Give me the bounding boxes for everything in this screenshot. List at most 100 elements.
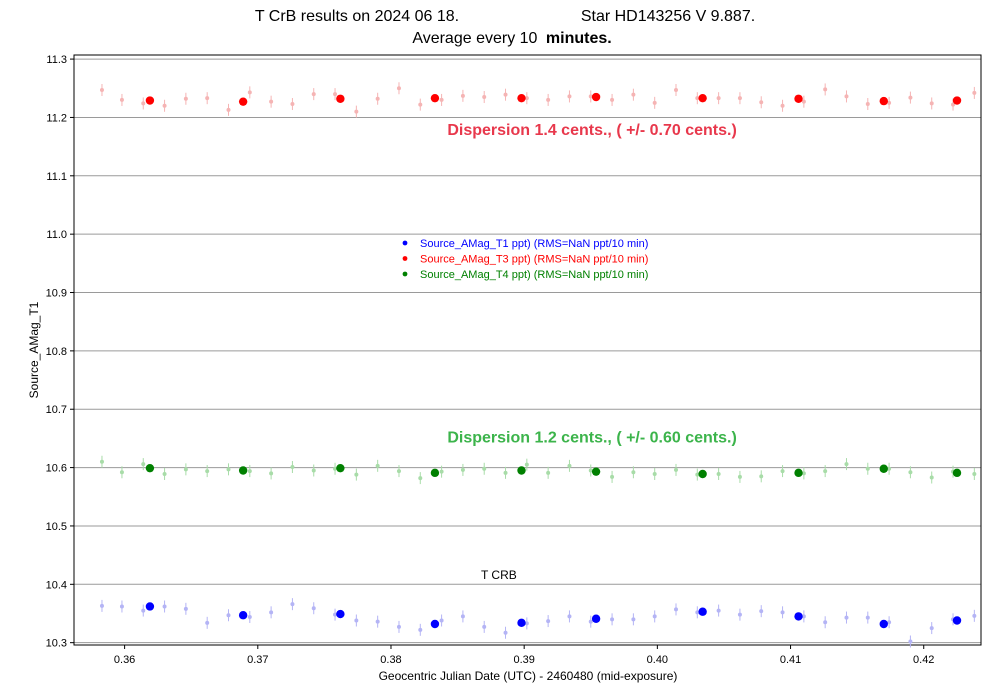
data-point-s2-11 [333, 462, 338, 475]
data-point-s2-10 [311, 464, 316, 477]
plot-frame [73, 54, 982, 646]
point-marker [652, 100, 657, 105]
data-point-s2-41 [972, 468, 977, 481]
data-point-s1-16 [439, 93, 444, 106]
point-marker [951, 102, 956, 107]
data-point-s1-8 [269, 95, 274, 108]
point-marker [99, 603, 104, 608]
data-point-s0-26 [652, 610, 657, 623]
point-marker [780, 103, 785, 108]
data-point-s0-18 [482, 620, 487, 633]
point-marker [674, 88, 679, 93]
point-marker [183, 467, 188, 472]
point-marker [99, 88, 104, 93]
chart-title-line2-text: Average every 10 [412, 30, 537, 47]
point-marker [439, 618, 444, 623]
point-marker [524, 462, 529, 467]
point-marker [205, 469, 210, 474]
point-marker [887, 620, 892, 625]
point-marker [737, 474, 742, 479]
data-point-s1-2 [141, 97, 146, 110]
point-marker [844, 615, 849, 620]
point-marker [801, 471, 806, 476]
average-point-s2-7 [794, 468, 803, 478]
point-marker [141, 608, 146, 613]
data-point-s2-24 [610, 470, 615, 483]
data-point-s2-3 [162, 468, 167, 481]
point-marker [631, 92, 636, 97]
point-marker [439, 97, 444, 102]
data-point-s1-15 [418, 98, 423, 111]
y-tick-label-4: 10.7 [46, 404, 67, 416]
chart-title-line2-bold: minutes. [546, 30, 612, 47]
data-point-s1-30 [737, 92, 742, 105]
data-point-s0-0 [99, 599, 104, 612]
chart-title-line2: Average every 10 minutes. [412, 30, 611, 47]
data-point-s1-7 [247, 86, 252, 99]
data-point-s2-29 [716, 468, 721, 481]
point-marker [716, 472, 721, 477]
point-marker [183, 606, 188, 611]
data-point-s0-21 [546, 615, 551, 628]
point-marker [183, 96, 188, 101]
data-point-s1-14 [396, 82, 401, 95]
point-marker [375, 96, 380, 101]
point-marker [674, 467, 679, 472]
point-marker [759, 100, 764, 105]
point-marker [375, 463, 380, 468]
point-marker [588, 619, 593, 624]
average-point-s1-1 [238, 97, 248, 106]
data-point-s0-17 [460, 610, 465, 623]
data-point-s1-23 [588, 90, 593, 103]
average-point-s0-3 [430, 619, 440, 629]
point-marker [162, 472, 167, 477]
legend-series-name: Source_AMag_T4 ppt) [420, 269, 534, 281]
data-point-s2-27 [674, 463, 679, 476]
average-point-s0-0 [145, 602, 155, 611]
data-point-s1-18 [482, 91, 487, 104]
point-marker [716, 96, 721, 101]
point-marker [972, 613, 977, 618]
data-point-s2-8 [269, 467, 274, 480]
x-tick-label-1: 0.37 [247, 654, 268, 666]
data-point-s1-24 [610, 93, 615, 106]
point-marker [119, 604, 124, 609]
data-point-s0-9 [290, 598, 295, 611]
point-marker [418, 476, 423, 481]
point-marker [823, 620, 828, 625]
point-marker [695, 96, 700, 101]
legend-series-name: Source_AMag_T1 ppt) [420, 238, 534, 250]
point-marker [205, 96, 210, 101]
point-marker [503, 92, 508, 97]
data-point-s0-2 [141, 604, 146, 617]
point-marker [631, 470, 636, 475]
legend: Source_AMag_T1 ppt) (RMS=NaN ppt/10 min)… [402, 238, 648, 281]
data-point-s2-26 [652, 468, 657, 481]
point-marker [482, 624, 487, 629]
data-point-s0-33 [801, 610, 806, 623]
point-marker [460, 614, 465, 619]
data-point-s0-35 [844, 611, 849, 624]
point-marker [801, 614, 806, 619]
legend-entry-0: Source_AMag_T1 ppt) (RMS=NaN ppt/10 min) [420, 238, 648, 250]
point-marker [162, 604, 167, 609]
data-point-s1-11 [333, 88, 338, 101]
point-marker [759, 474, 764, 479]
data-point-s2-4 [183, 463, 188, 476]
x-tick-label-0: 0.36 [114, 654, 135, 666]
average-point-s1-9 [952, 96, 962, 105]
point-marker [652, 472, 657, 477]
average-point-s1-0 [145, 96, 155, 105]
data-point-s2-17 [460, 463, 465, 476]
point-marker [865, 615, 870, 620]
data-point-s1-33 [801, 95, 806, 108]
data-point-s0-4 [183, 602, 188, 615]
point-marker [396, 86, 401, 91]
legend-marker-1 [402, 256, 408, 261]
y-tick-label-9: 11.2 [46, 112, 67, 124]
point-marker [290, 465, 295, 470]
data-point-s1-26 [652, 96, 657, 109]
data-point-s2-1 [119, 466, 124, 479]
average-point-s1-6 [698, 93, 707, 103]
data-point-s2-19 [503, 466, 508, 479]
